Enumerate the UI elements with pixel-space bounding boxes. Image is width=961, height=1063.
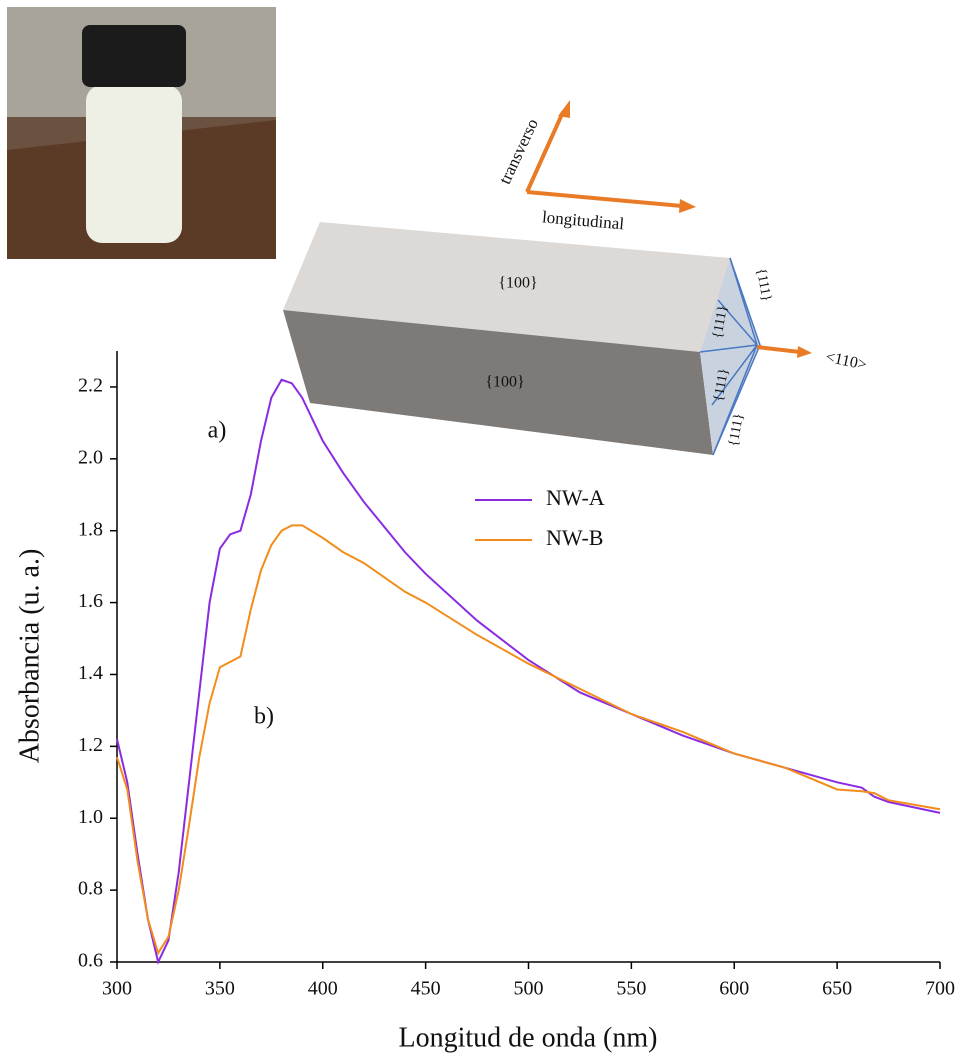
y-tick-label: 2.2 — [78, 375, 103, 397]
x-tick-label: 650 — [822, 978, 852, 1000]
label-facet: {111} — [753, 267, 774, 303]
bottle-cap — [82, 25, 186, 87]
legend-label: NW-A — [546, 485, 605, 510]
prism: transverso longitudinal {100} {100} {111… — [283, 100, 868, 455]
x-tick-label: 350 — [205, 978, 235, 1000]
x-tick-label: 450 — [411, 978, 441, 1000]
x-tick-label: 550 — [616, 978, 646, 1000]
label-direction: <110> — [824, 349, 868, 374]
bottle — [86, 85, 182, 243]
x-tick-label: 400 — [308, 978, 338, 1000]
annotation: b) — [254, 704, 274, 730]
y-tick-label: 1.0 — [78, 806, 103, 828]
figure: transverso longitudinal {100} {100} {111… — [0, 0, 961, 1058]
y-tick-label: 0.6 — [78, 950, 103, 972]
x-tick-label: 300 — [102, 978, 132, 1000]
y-tick-label: 1.2 — [78, 734, 103, 756]
y-tick-label: 0.8 — [78, 878, 103, 900]
y-tick-label: 1.8 — [78, 518, 103, 540]
x-tick-label: 700 — [925, 978, 955, 1000]
label-longitudinal: longitudinal — [541, 207, 625, 233]
y-axis-title: Absorbancia (u. a.) — [14, 549, 45, 764]
y-tick-label: 1.4 — [78, 662, 103, 684]
legend-label: NW-B — [546, 525, 603, 550]
label-face: {100} — [498, 275, 537, 292]
annotation: a) — [208, 418, 227, 444]
y-tick-label: 2.0 — [78, 446, 103, 468]
line-series — [117, 525, 940, 953]
x-tick-label: 600 — [719, 978, 749, 1000]
label-face: {100} — [485, 374, 524, 391]
line-series — [117, 380, 940, 962]
x-tick-label: 500 — [514, 978, 544, 1000]
x-axis-title: Longitud de onda (nm) — [399, 1022, 658, 1053]
y-tick-label: 1.6 — [78, 590, 103, 612]
photo — [7, 7, 276, 259]
